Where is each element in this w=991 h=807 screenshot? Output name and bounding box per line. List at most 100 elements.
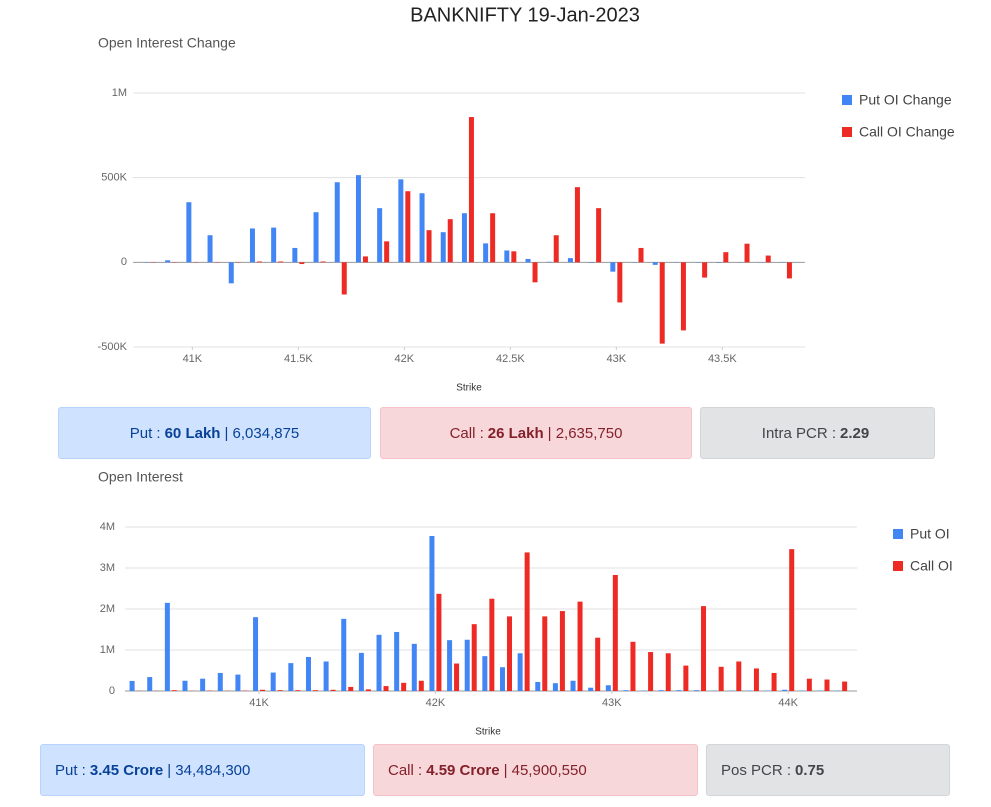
box-rest: | 6,034,875 <box>224 424 300 442</box>
y-tick-label: 1M <box>112 87 127 99</box>
bar <box>401 682 407 691</box>
bar <box>824 679 830 691</box>
box-label: Intra PCR : <box>761 424 836 442</box>
call-oi-box: Call : 4.59 Crore | 45,900,550 <box>373 744 698 796</box>
y-tick-label: 2M <box>100 603 115 615</box>
bar <box>182 680 188 691</box>
bar <box>542 616 548 691</box>
bar <box>468 117 474 263</box>
bar <box>394 631 400 691</box>
legend-label: Put OI Change <box>859 92 952 108</box>
bar <box>744 243 750 263</box>
bar <box>723 252 729 263</box>
bar <box>648 652 654 691</box>
bar <box>256 261 262 263</box>
bar <box>384 241 390 263</box>
x-tick-label: 43K <box>607 353 627 365</box>
bar <box>546 261 552 263</box>
bar <box>271 227 277 263</box>
bar <box>358 652 364 691</box>
x-tick-label: 44K <box>778 697 798 709</box>
bar <box>638 247 644 263</box>
x-tick-label: 41.5K <box>284 353 313 365</box>
bar <box>200 678 206 691</box>
bar <box>610 262 616 272</box>
box-bold: 0.75 <box>795 761 825 779</box>
bar <box>419 193 425 263</box>
x-tick-label: 42K <box>395 353 415 365</box>
bar <box>753 668 759 691</box>
bar <box>207 235 213 263</box>
x-tick-label: 41K <box>183 353 203 365</box>
bar <box>365 689 371 691</box>
bar <box>312 690 318 691</box>
bar <box>278 261 284 263</box>
y-tick-label: 0 <box>109 685 115 697</box>
box-label: Put : <box>129 424 161 442</box>
box-bold: 26 Lakh <box>487 424 544 442</box>
bar <box>147 677 153 691</box>
bar <box>447 640 453 691</box>
bar <box>676 690 682 691</box>
y-tick-label: -500K <box>98 341 128 353</box>
bar <box>164 602 170 691</box>
bar <box>532 262 538 283</box>
bar <box>320 261 326 263</box>
bar <box>277 690 283 691</box>
y-tick-label: 4M <box>100 521 115 533</box>
bar <box>330 689 336 691</box>
bar <box>716 262 722 263</box>
bar <box>228 262 234 284</box>
bar <box>383 686 389 691</box>
y-tick-label: 0 <box>121 256 127 268</box>
bar <box>323 661 329 691</box>
bar <box>362 256 368 263</box>
bar <box>577 601 583 691</box>
bar <box>789 549 795 691</box>
x-tick-label: 43K <box>602 697 622 709</box>
bar <box>623 690 629 691</box>
bar <box>483 243 489 263</box>
y-tick-label: 1M <box>100 644 115 656</box>
box-bold: 3.45 Crore <box>89 761 164 779</box>
legend-swatch <box>842 95 852 105</box>
bar <box>429 536 435 691</box>
bar <box>665 653 671 691</box>
bar <box>217 672 223 691</box>
bar <box>482 656 488 691</box>
x-tick-label: 42.5K <box>496 353 525 365</box>
y-tick-label: 500K <box>101 172 127 184</box>
bar <box>171 690 177 691</box>
bar <box>489 598 495 691</box>
legend-label: Call OI <box>910 558 953 574</box>
bar <box>504 250 510 263</box>
box-rest: | 34,484,300 <box>167 761 251 779</box>
bar <box>680 262 686 331</box>
box-label: Call : <box>388 761 423 779</box>
box-label: Pos PCR : <box>721 761 792 779</box>
page-title: BANKNIFTY 19-Jan-2023 <box>410 4 640 26</box>
bar <box>447 219 453 263</box>
bar <box>658 690 664 691</box>
legend-swatch <box>893 529 903 539</box>
bar <box>411 643 417 691</box>
bar <box>524 552 530 691</box>
bar <box>596 208 602 263</box>
bar <box>511 251 517 263</box>
bar <box>499 667 505 691</box>
box-bold: 60 Lakh <box>164 424 221 442</box>
bar <box>355 175 361 263</box>
y-tick-label: 3M <box>100 562 115 574</box>
legend-label: Put OI <box>910 526 950 542</box>
call-change-box: Call : 26 Lakh | 2,635,750 <box>380 407 692 459</box>
put-change-box: Put : 60 Lakh | 6,034,875 <box>58 407 371 459</box>
bar <box>574 187 580 263</box>
x-tick-label: 41K <box>249 697 269 709</box>
bar <box>842 681 848 691</box>
bar <box>418 680 424 691</box>
intra-pcr-box: Intra PCR : 2.29 <box>700 407 935 459</box>
bar <box>305 656 311 691</box>
x-tick-label: 43.5K <box>708 353 737 365</box>
bar <box>570 680 576 691</box>
